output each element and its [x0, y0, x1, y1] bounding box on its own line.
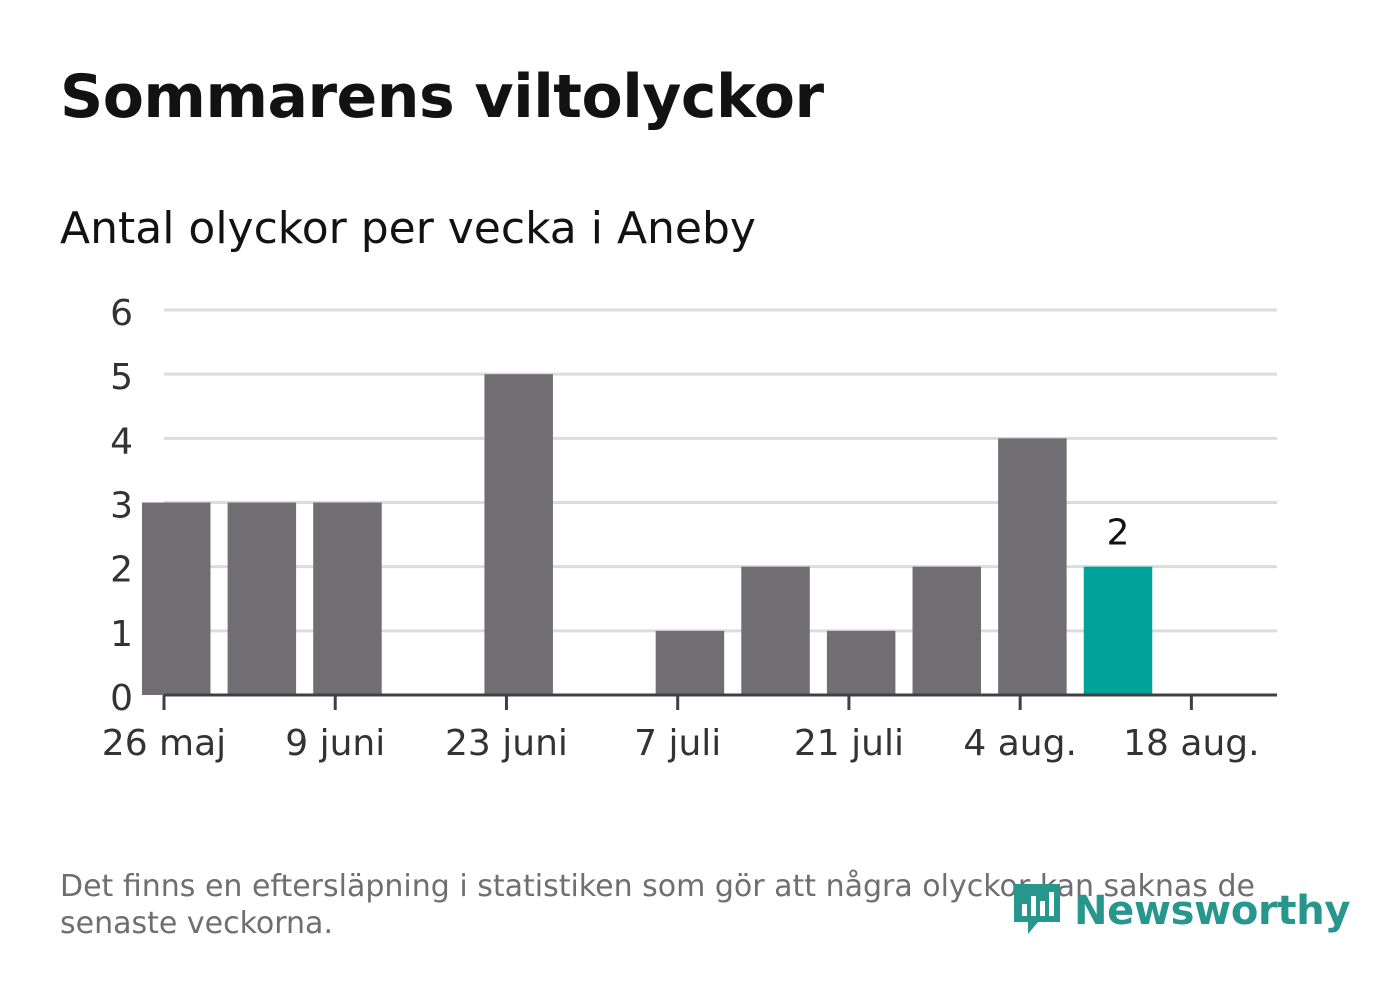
bar-chart: 0 1 2 3 4 5 6 26 maj 9 juni 23 juni 7 juli 21 juli…: [102, 293, 1277, 764]
x-tick-label: 21 juli: [794, 723, 904, 764]
y-tick-label: 4: [110, 421, 133, 462]
bar: [912, 566, 982, 695]
brand-logo: Newsworthy: [1010, 878, 1351, 944]
y-tick-label: 5: [110, 357, 133, 398]
newsworthy-logo-icon: [1010, 878, 1064, 944]
chart-subtitle: Antal olyckor per vecka i Aneby: [60, 203, 756, 254]
data-labels: 2: [1107, 513, 1130, 554]
bar: [227, 502, 297, 695]
y-tick-label: 6: [110, 293, 133, 334]
y-tick-label: 0: [110, 678, 133, 719]
x-tick-label: 18 aug.: [1123, 723, 1259, 764]
bar: [998, 438, 1067, 695]
y-axis-ticks: 0 1 2 3 4 5 6: [110, 293, 133, 719]
x-tick-label: 23 juni: [445, 723, 568, 764]
bar: [826, 630, 896, 695]
y-tick-label: 1: [110, 614, 133, 655]
bar: [655, 630, 725, 695]
x-tick-label: 7 juli: [634, 723, 721, 764]
bar: [313, 502, 382, 695]
x-tick-label: 4 aug.: [963, 723, 1077, 764]
y-tick-label: 3: [110, 486, 133, 527]
chart-title: Sommarens viltolyckor: [60, 62, 824, 132]
bar: [484, 374, 553, 695]
y-tick-label: 2: [110, 550, 133, 591]
data-label: 2: [1107, 513, 1130, 554]
x-axis-ticks: 26 maj 9 juni 23 juni 7 juli 21 juli 4 aug. 18…: [102, 695, 1260, 764]
bar: [741, 566, 810, 695]
bars: [141, 374, 1153, 695]
x-tick-label: 26 maj: [102, 723, 226, 764]
bar: [141, 502, 211, 695]
x-tick-label: 9 juni: [285, 723, 385, 764]
bar: [1083, 566, 1153, 695]
brand-name: Newsworthy: [1074, 888, 1351, 934]
